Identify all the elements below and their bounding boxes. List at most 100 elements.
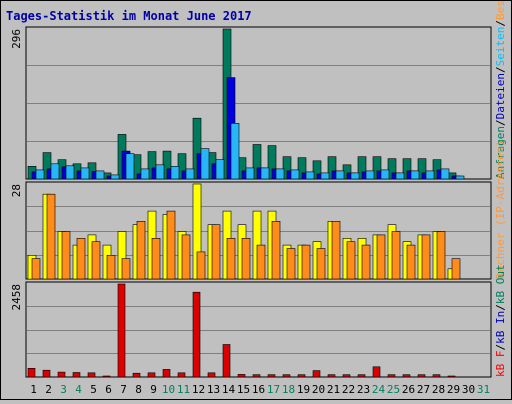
bar-visits-besuche-day-17 [271, 221, 281, 280]
bar-visits-besuche-day-21 [331, 221, 341, 280]
panel-visits-ymax-label: 28 [10, 184, 23, 197]
x-tick-label-11: 11 [177, 383, 190, 396]
bar-requests-seiten-day-26 [410, 170, 420, 180]
bar-kbytes-kb f-day-8 [132, 372, 141, 378]
chart-title: Tages-Statistik im Monat June 2017 [6, 9, 252, 23]
bar-kbytes-kb f-day-17 [267, 374, 276, 378]
legend-item: kB In [494, 311, 507, 344]
bar-requests-seiten-day-12 [200, 148, 210, 180]
bar-requests-seiten-day-7 [125, 153, 135, 180]
bar-kbytes-kb f-day-6 [102, 375, 111, 378]
legend-item: Seiten [494, 27, 507, 67]
x-tick-label-12: 12 [192, 383, 205, 396]
x-tick-label-9: 9 [150, 383, 157, 396]
bar-kbytes-kb f-day-26 [402, 374, 411, 378]
x-tick-label-1: 1 [30, 383, 37, 396]
legend-item: / [494, 304, 507, 311]
legend-item: / [494, 66, 507, 73]
bar-visits-besuche-day-15 [241, 238, 251, 280]
bar-visits-besuche-day-10 [166, 210, 176, 280]
bar-kbytes-kb f-day-23 [357, 374, 366, 378]
x-tick-label-21: 21 [327, 383, 340, 396]
bar-visits-besuche-day-22 [346, 241, 356, 280]
bar-visits-besuche-day-23 [361, 244, 371, 280]
bar-visits-besuche-day-9 [151, 238, 161, 280]
bar-requests-seiten-day-16 [260, 167, 270, 180]
bar-kbytes-kb f-day-2 [42, 369, 51, 378]
bar-requests-seiten-day-14 [230, 123, 240, 180]
bar-visits-besuche-day-14 [226, 238, 236, 280]
legend-item: kB Out [494, 264, 507, 304]
x-tick-label-25: 25 [387, 383, 400, 396]
legend-item: / [494, 344, 507, 351]
bar-requests-seiten-day-2 [50, 163, 60, 180]
x-tick-label-8: 8 [135, 383, 142, 396]
bar-visits-besuche-day-26 [406, 244, 416, 280]
x-tick-label-6: 6 [105, 383, 112, 396]
bar-kbytes-kb f-day-21 [327, 374, 336, 378]
bar-requests-seiten-day-20 [320, 172, 330, 180]
x-tick-label-24: 24 [372, 383, 386, 396]
bar-kbytes-kb f-day-27 [417, 374, 426, 378]
bar-visits-besuche-day-5 [91, 241, 101, 280]
bar-visits-besuche-day-27 [421, 234, 431, 280]
bar-visits-besuche-day-7 [121, 258, 131, 280]
bar-visits-besuche-day-29 [451, 258, 461, 280]
x-tick-label-18: 18 [282, 383, 295, 396]
x-tick-label-30: 30 [462, 383, 475, 396]
bar-requests-seiten-day-10 [170, 166, 180, 180]
bar-requests-seiten-day-23 [365, 170, 375, 180]
bar-visits-besuche-day-4 [76, 238, 86, 280]
x-tick-label-15: 15 [237, 383, 250, 396]
panel-requests-legend: Anfragen/Dateien/Seiten/Besuche [494, 1, 507, 179]
panel-visits: 28 Rechner (IP-Adressen) [10, 140, 507, 280]
bar-visits-besuche-day-28 [436, 231, 446, 280]
legend-item: kB F [494, 351, 507, 378]
bar-requests-seiten-day-25 [395, 172, 405, 180]
bar-kbytes-kb f-day-25 [387, 374, 396, 378]
x-tick-label-10: 10 [162, 383, 175, 396]
bar-visits-besuche-day-11 [181, 234, 191, 280]
bar-requests-seiten-day-21 [335, 170, 345, 180]
bar-visits-besuche-day-19 [301, 244, 311, 280]
x-axis: 1 2 3 4 5 6 7 8 9 10 11 12 13 14 15 16 17 18 19 20 21 22 23 24 2… [30, 383, 490, 396]
chart-panels: 296 Anfragen/Dateien/Seiten/Besuche 28 Rech… [10, 0, 507, 378]
x-tick-label-28: 28 [432, 383, 445, 396]
bar-kbytes-kb f-day-14 [222, 344, 231, 378]
bar-kbytes-kb f-day-3 [57, 371, 66, 378]
bar-kbytes-kb f-day-18 [282, 374, 291, 378]
bar-visits-besuche-day-1 [31, 258, 41, 280]
bar-requests-seiten-day-4 [80, 167, 90, 180]
panel-requests-ymax-label: 296 [10, 29, 23, 49]
bar-requests-seiten-day-18 [290, 169, 300, 180]
x-tick-label-27: 27 [417, 383, 430, 396]
bar-kbytes-kb f-day-29 [447, 375, 456, 378]
bar-visits-besuche-day-13 [211, 224, 221, 280]
bar-kbytes-kb f-day-13 [207, 372, 216, 378]
bar-visits-besuche-day-18 [286, 248, 296, 280]
panel-kbytes-plot-area [25, 281, 492, 378]
x-tick-label-31: 31 [477, 383, 490, 396]
x-tick-label-16: 16 [252, 383, 265, 396]
bar-kbytes-kb f-day-16 [252, 374, 261, 378]
bar-kbytes-kb f-day-4 [72, 372, 81, 378]
bar-requests-seiten-day-8 [140, 168, 150, 180]
bar-requests-seiten-day-24 [380, 169, 390, 180]
bar-kbytes-kb f-day-20 [312, 370, 321, 378]
panel-kbytes-ymax-label: 2458 [10, 284, 23, 311]
legend-item: Rechner (IP-Adressen) [494, 140, 507, 279]
bar-kbytes-kb f-day-10 [162, 369, 171, 378]
x-tick-label-22: 22 [342, 383, 355, 396]
x-tick-label-19: 19 [297, 383, 310, 396]
bar-visits-besuche-day-24 [376, 234, 386, 280]
bar-requests-seiten-day-27 [425, 170, 435, 180]
panel-kbytes-legend: kB F/kB In/kB Out [494, 264, 507, 377]
bar-requests-seiten-day-17 [275, 168, 285, 180]
bar-requests-seiten-day-28 [440, 168, 450, 180]
legend-item: / [494, 20, 507, 27]
bar-visits-besuche-day-8 [136, 221, 146, 280]
bar-requests-seiten-day-19 [305, 171, 315, 180]
